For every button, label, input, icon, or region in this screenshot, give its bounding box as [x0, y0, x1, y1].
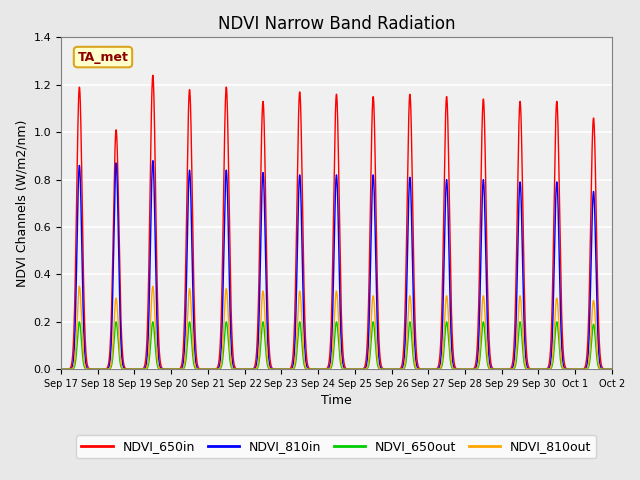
- X-axis label: Time: Time: [321, 395, 352, 408]
- Title: NDVI Narrow Band Radiation: NDVI Narrow Band Radiation: [218, 15, 455, 33]
- Text: TA_met: TA_met: [77, 50, 129, 63]
- Y-axis label: NDVI Channels (W/m2/nm): NDVI Channels (W/m2/nm): [15, 120, 28, 287]
- Legend: NDVI_650in, NDVI_810in, NDVI_650out, NDVI_810out: NDVI_650in, NDVI_810in, NDVI_650out, NDV…: [76, 435, 596, 458]
